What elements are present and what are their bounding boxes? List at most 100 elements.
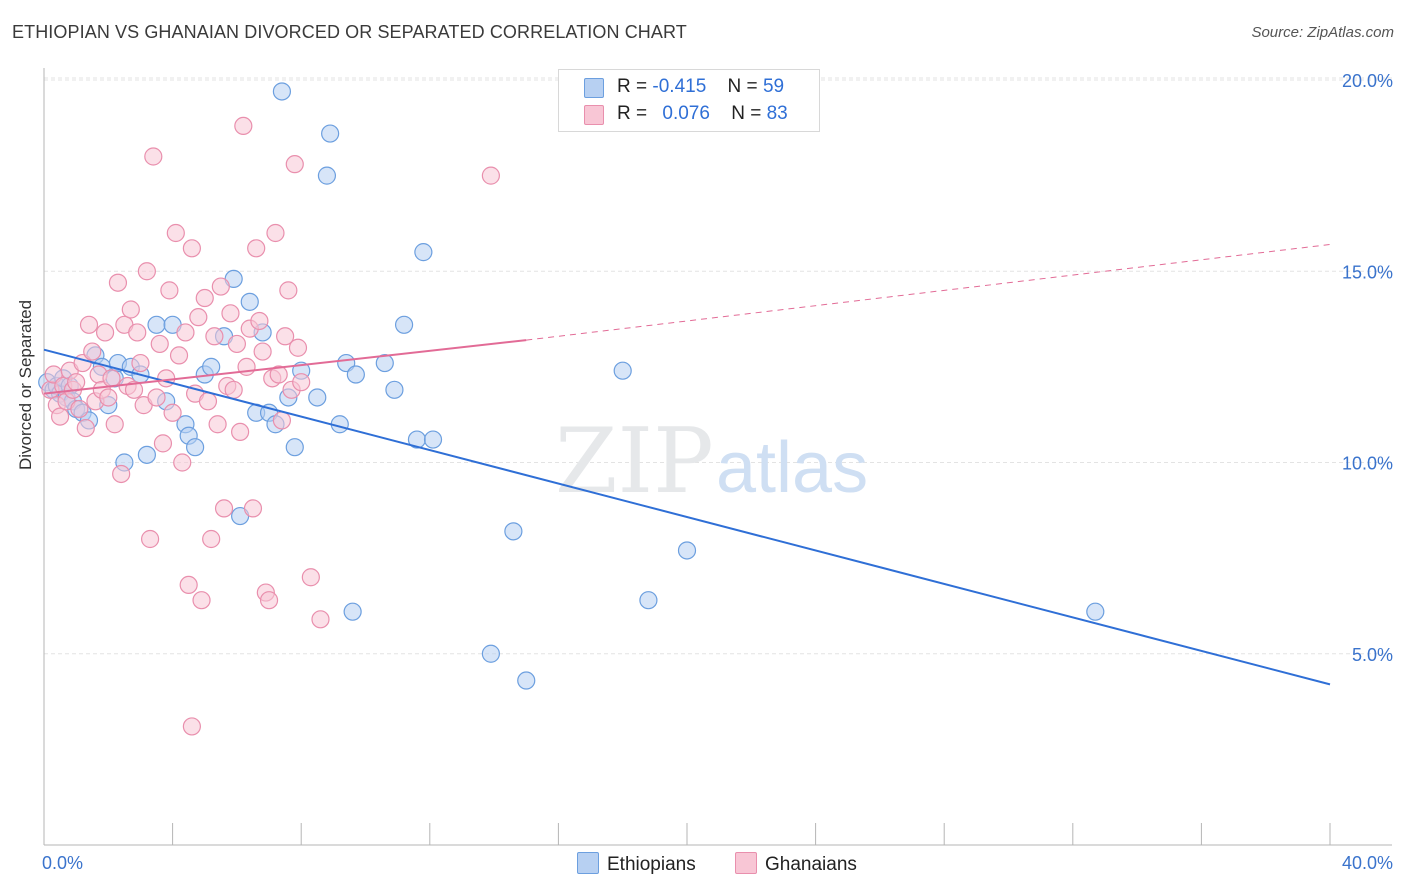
legend-n-value: 59: [762, 76, 785, 97]
ghanaians-point: [182, 239, 201, 258]
ethiopians-point: [343, 602, 362, 621]
ghanaians-point: [99, 388, 118, 407]
ghanaians-point: [311, 610, 330, 629]
ghanaians-point: [108, 273, 128, 292]
ethiopians-point: [186, 438, 205, 457]
y-tick-label: 20.0%: [1342, 71, 1393, 91]
ethiopians-point: [285, 438, 304, 457]
ghanaians-trend-extension: [526, 243, 1331, 341]
ghanaians-point: [112, 464, 131, 484]
ethiopians-point: [639, 591, 658, 610]
ghanaians-point: [157, 369, 176, 388]
ghanaians-point: [102, 369, 121, 388]
ghanaians-point: [144, 147, 163, 166]
ethiopians-point: [147, 315, 166, 334]
legend-swatch-ethiopians: [584, 78, 604, 98]
watermark-zip: ZIP: [555, 409, 714, 514]
ethiopians-point: [375, 353, 394, 373]
tick-labels: 5.0% 10.0% 15.0% 20.0% 0.0% 40.0%: [42, 71, 1393, 873]
series-legend-ghanaians: Ghanaians: [735, 852, 857, 876]
ghanaians-point: [253, 342, 272, 361]
legend-row-ethiopians: R = -0.415 N = 59: [584, 76, 785, 98]
source-credit: Source: ZipAtlas.com: [1251, 24, 1394, 41]
ghanaians-point: [272, 411, 292, 430]
ghanaians-point: [160, 281, 179, 300]
ghanaians-point: [182, 717, 201, 736]
ethiopians-point: [423, 430, 443, 449]
ghanaians-point: [179, 575, 198, 595]
ghanaians-point: [205, 327, 224, 346]
ghanaians-point: [121, 300, 140, 319]
ghanaians-point: [124, 380, 144, 399]
watermark: ZIP atlas: [555, 409, 868, 514]
ghanaians-point: [147, 388, 166, 407]
ethiopians-point: [385, 380, 404, 399]
ethiopians-point: [346, 365, 365, 384]
legend-r-label: R =: [617, 103, 648, 124]
ethiopians-point: [481, 644, 500, 663]
ghanaians-point: [227, 334, 246, 354]
ghanaians-point: [247, 239, 266, 258]
ghanaians-point: [221, 304, 240, 323]
data-points: [38, 82, 1105, 736]
series-legend-ethiopians: Ethiopians: [577, 852, 696, 876]
ethiopians-point: [137, 445, 156, 464]
ghanaians-point: [195, 288, 214, 308]
ethiopians-point: [613, 361, 632, 380]
ghanaians-point: [95, 323, 115, 342]
ghanaians-point: [67, 373, 86, 392]
series-label-ethiopians: Ethiopians: [607, 854, 696, 875]
ethiopians-point: [272, 82, 292, 101]
series-label-ghanaians: Ghanaians: [765, 854, 857, 875]
legend-swatch-ghanaians: [584, 105, 604, 125]
x-tick-label: 0.0%: [42, 853, 83, 873]
ethiopians-point: [677, 541, 697, 560]
legend-r-label: R =: [617, 76, 648, 97]
ghanaians-point: [259, 591, 279, 610]
ghanaians-point: [231, 422, 250, 441]
legend-row-ghanaians: R = 0.076 N = 83: [584, 103, 788, 125]
ghanaians-point: [150, 334, 169, 354]
ghanaians-point: [50, 407, 70, 426]
ghanaians-point: [276, 327, 295, 346]
ghanaians-point: [131, 353, 150, 373]
ghanaians-point: [137, 262, 156, 281]
ethiopians-point: [504, 522, 523, 541]
ghanaians-point: [211, 277, 230, 296]
ghanaians-point: [214, 499, 234, 518]
trend-lines: [43, 243, 1331, 686]
ghanaians-point: [224, 380, 243, 399]
ghanaians-point: [301, 568, 320, 587]
ghanaians-point: [140, 529, 160, 549]
ethiopians-point: [394, 315, 414, 334]
ghanaians-point: [285, 155, 304, 174]
y-axis-title: Divorced or Separated: [16, 299, 35, 470]
stats-legend: R = -0.415 N = 59 R = 0.076 N = 83: [558, 69, 820, 132]
ghanaians-point: [163, 403, 182, 422]
watermark-atlas: atlas: [716, 428, 868, 508]
ghanaians-point: [153, 434, 173, 453]
ghanaians-point: [481, 166, 500, 185]
ghanaians-point: [279, 281, 298, 300]
ethiopians-point: [240, 292, 259, 311]
ghanaians-point: [202, 529, 221, 549]
ethiopians-point: [517, 671, 536, 690]
ghanaians-point: [250, 311, 269, 331]
ghanaians-point: [79, 315, 99, 334]
y-tick-label: 5.0%: [1352, 645, 1393, 665]
ghanaians-point: [169, 346, 189, 365]
ghanaians-point: [292, 373, 311, 392]
legend-n-value: 83: [766, 103, 788, 124]
ethiopians-point: [317, 166, 337, 185]
legend-r-value: -0.415: [652, 76, 707, 97]
ethiopians-point: [414, 243, 433, 262]
series-swatch-ghanaians: [735, 852, 757, 874]
y-tick-label: 15.0%: [1342, 262, 1393, 282]
ghanaians-point: [189, 308, 208, 327]
ghanaians-point: [70, 399, 89, 419]
series-swatch-ethiopians: [577, 852, 599, 874]
ghanaians-point: [192, 591, 211, 610]
axes: [43, 68, 1392, 846]
ethiopians-point: [202, 357, 221, 376]
ghanaians-point: [243, 499, 263, 518]
